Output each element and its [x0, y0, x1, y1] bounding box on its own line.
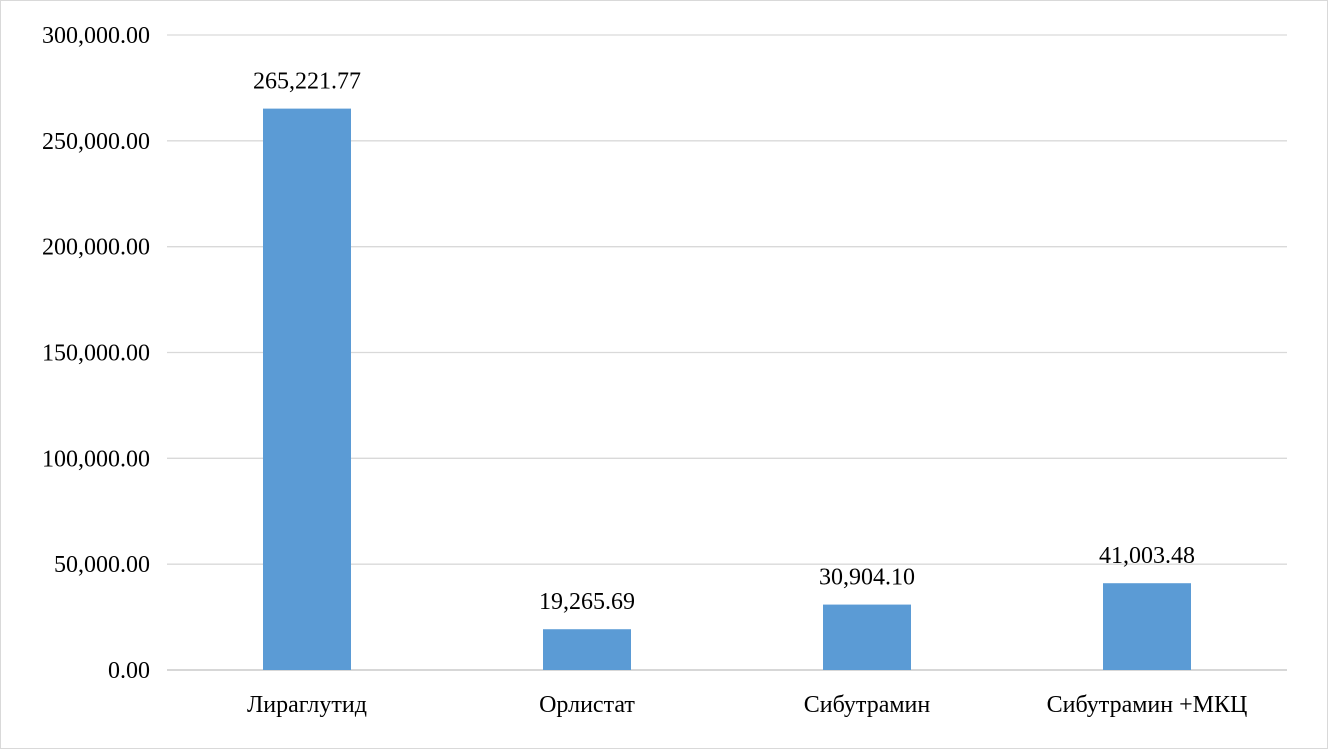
bar	[543, 629, 631, 670]
data-label: 30,904.10	[819, 565, 915, 591]
y-tick-label: 150,000.00	[42, 341, 150, 367]
x-category-label: Сибутрамин +МКЦ	[1047, 692, 1248, 718]
y-tick-label: 100,000.00	[42, 446, 150, 472]
x-category-label: Орлистат	[539, 692, 635, 718]
data-label: 265,221.77	[253, 69, 361, 95]
data-label: 19,265.69	[539, 589, 635, 615]
data-label: 41,003.48	[1099, 543, 1195, 569]
y-tick-label: 300,000.00	[42, 23, 150, 49]
y-axis-tick-labels: 0.00 50,000.00 100,000.00 150,000.00 200,000…	[42, 23, 150, 684]
data-labels: 265,221.77 19,265.69 30,904.10 41,003.48	[253, 69, 1195, 616]
bars	[263, 108, 1191, 671]
x-category-label: Сибутрамин	[804, 692, 931, 718]
bar	[1103, 583, 1191, 670]
gridlines	[167, 34, 1287, 671]
bar	[263, 108, 351, 671]
x-category-label: Лираглутид	[247, 692, 367, 718]
y-tick-label: 250,000.00	[42, 129, 150, 155]
y-tick-label: 200,000.00	[42, 235, 150, 261]
y-tick-label: 0.00	[108, 658, 150, 684]
bar	[823, 604, 911, 670]
y-tick-label: 50,000.00	[54, 552, 150, 578]
x-axis-category-labels: Лираглутид Орлистат Сибутрамин Сибутрамин +…	[247, 692, 1247, 718]
